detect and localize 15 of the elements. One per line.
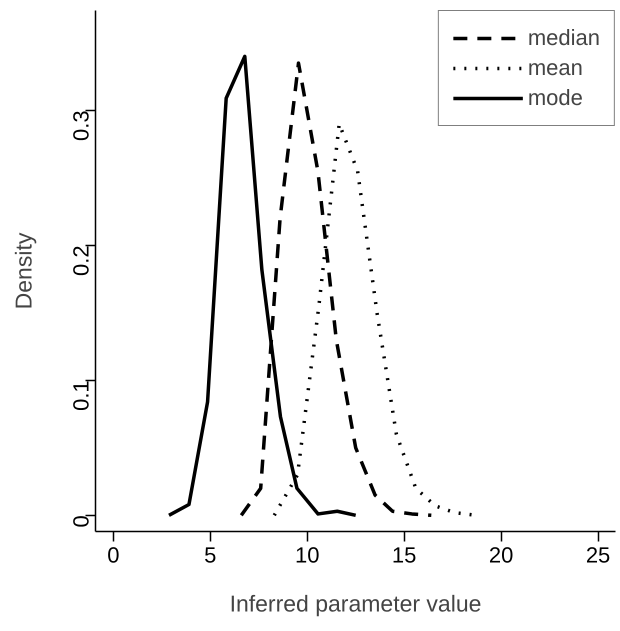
y-tick-label: 0 bbox=[68, 515, 94, 528]
x-tick-label: 5 bbox=[204, 542, 216, 568]
legend-label: mean bbox=[528, 55, 583, 81]
y-axis-title: Density bbox=[10, 232, 36, 310]
x-tick-label: 25 bbox=[586, 542, 610, 568]
x-tick-label: 10 bbox=[294, 542, 320, 568]
legend-label: median bbox=[528, 25, 600, 51]
x-tick-label: 20 bbox=[488, 542, 514, 568]
x-tick-label: 0 bbox=[107, 542, 120, 568]
y-tick-label: 0.2 bbox=[68, 245, 94, 276]
y-tick-label: 0.3 bbox=[68, 110, 94, 141]
legend-label: mode bbox=[528, 85, 583, 111]
y-tick-label: 0.1 bbox=[68, 380, 94, 411]
x-tick-label: 15 bbox=[392, 542, 416, 568]
x-axis-title: Inferred parameter value bbox=[230, 590, 482, 616]
